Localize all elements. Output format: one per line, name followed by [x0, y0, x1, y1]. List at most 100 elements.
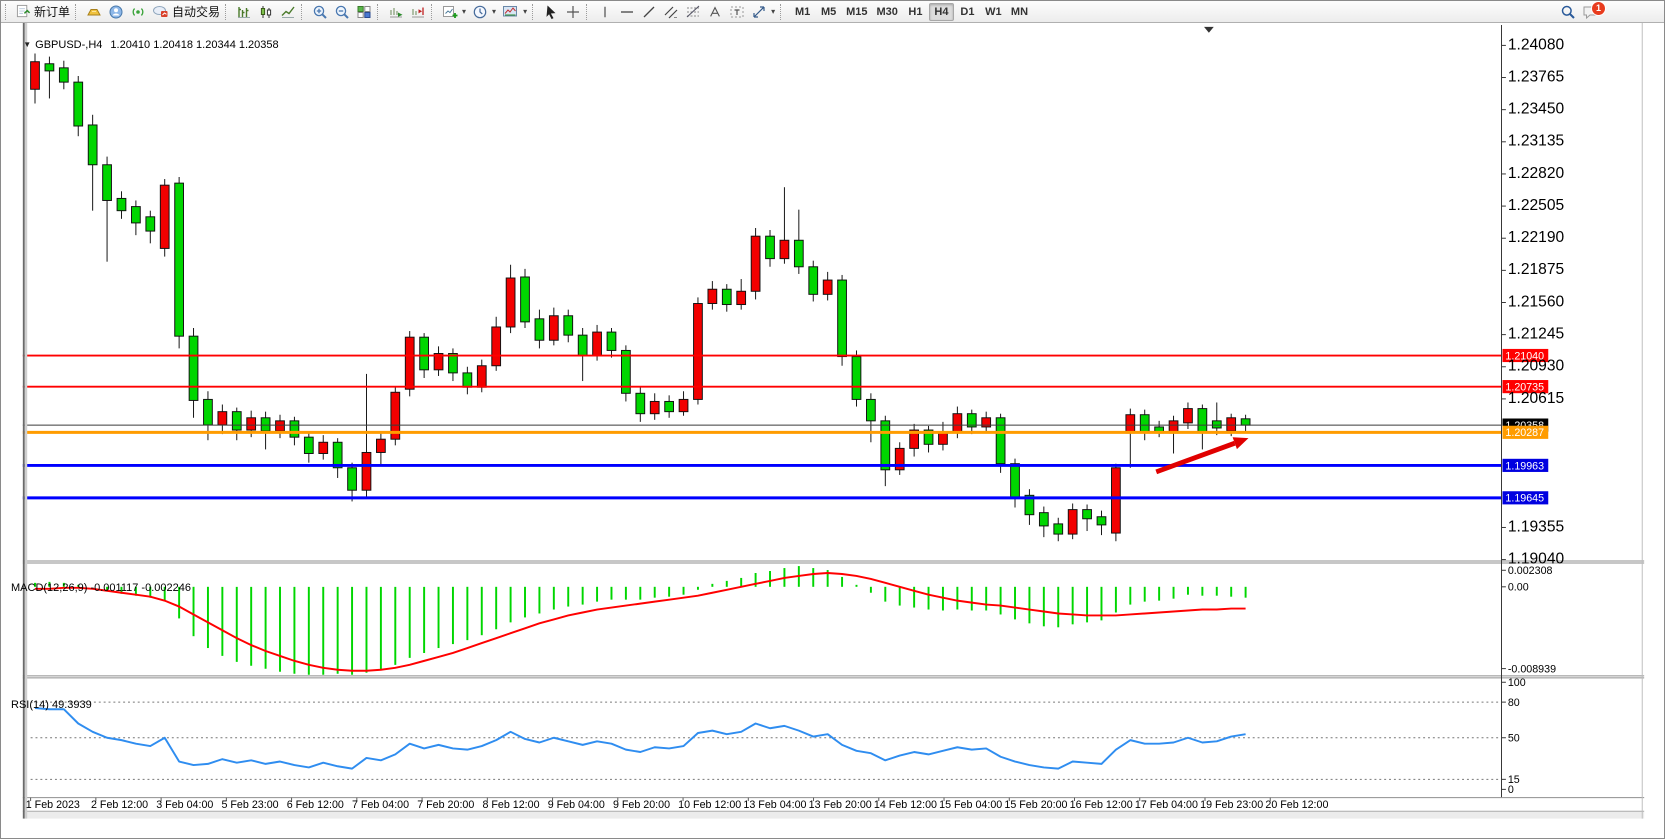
toolbar-grip[interactable]	[377, 3, 382, 20]
timeframe-M30[interactable]: M30	[873, 3, 902, 21]
vertical-line-button[interactable]	[594, 2, 616, 22]
rsi-axis-label: 15	[1508, 774, 1520, 786]
time-tick-label: 5 Feb 23:00	[221, 799, 278, 811]
signals-button[interactable]	[127, 2, 149, 22]
ingots-button[interactable]	[83, 2, 105, 22]
candlestick-series[interactable]	[30, 53, 1251, 542]
macd-axis-label: 0.00	[1508, 582, 1529, 594]
candle-body	[894, 447, 905, 471]
price-tick-label: 1.20615	[1508, 390, 1565, 407]
time-tick-label: 10 Feb 12:00	[678, 799, 741, 811]
cursor-button[interactable]	[540, 2, 562, 22]
candle-body	[880, 420, 891, 471]
time-tick-label: 14 Feb 12:00	[874, 799, 937, 811]
candle-body	[534, 318, 545, 341]
autotrading-button[interactable]: 自动交易	[149, 2, 223, 22]
text-label-button[interactable]	[726, 2, 748, 22]
toolbar-grip[interactable]	[780, 3, 785, 20]
candle-body	[808, 266, 819, 295]
cursor-icon	[543, 4, 559, 20]
timeframe-MN[interactable]: MN	[1007, 3, 1032, 21]
candle-body	[217, 411, 228, 426]
zoom-out-button[interactable]	[331, 2, 353, 22]
line-chart-button[interactable]	[277, 2, 299, 22]
macd-signal-line	[35, 572, 1246, 672]
accounts-button[interactable]	[105, 2, 127, 22]
candle-body	[145, 216, 156, 232]
new-order-button[interactable]: 新订单	[13, 2, 73, 22]
candle-body	[73, 81, 84, 127]
time-tick-label: 15 Feb 20:00	[1004, 799, 1067, 811]
templates-button[interactable]: ▾	[499, 2, 530, 22]
horizontal-line-button[interactable]	[616, 2, 638, 22]
trendline-button[interactable]	[638, 2, 660, 22]
timeframe-M1[interactable]: M1	[790, 3, 815, 21]
tile-windows-button[interactable]	[353, 2, 375, 22]
dropdown-caret-icon[interactable]: ▾	[492, 6, 497, 16]
trend-arrow-annotation[interactable]	[1155, 437, 1249, 475]
candle-body	[174, 182, 184, 337]
rsi-indicator-label: RSI(14) 49.3939	[11, 699, 92, 711]
price-tick-label: 1.21875	[1508, 261, 1565, 278]
zoom-in-button[interactable]	[309, 2, 331, 22]
candle-body	[318, 441, 329, 454]
timeframe-H4[interactable]: H4	[928, 2, 954, 21]
dropdown-caret-icon[interactable]: ▾	[771, 6, 776, 16]
price-badge	[1502, 491, 1549, 505]
new-chart-button[interactable]: ▾	[439, 2, 469, 22]
text-button[interactable]	[704, 2, 726, 22]
timeframe-M15[interactable]: M15	[842, 3, 871, 21]
price-tick-label: 1.22820	[1508, 165, 1565, 182]
shapes-button[interactable]: ▾	[748, 2, 778, 22]
toolbar-grip[interactable]	[431, 3, 436, 20]
toolbar-grip[interactable]	[75, 3, 80, 20]
candle-body	[793, 239, 804, 268]
periods-button[interactable]: ▾	[469, 2, 499, 22]
dropdown-caret-icon[interactable]: ▾	[462, 6, 467, 16]
price-tick-label: 1.23135	[1508, 133, 1565, 150]
price-tick-label: 1.20930	[1508, 358, 1565, 375]
candle-body	[577, 334, 588, 357]
time-tick-label: 13 Feb 20:00	[809, 799, 872, 811]
toolbar-grip[interactable]	[532, 3, 537, 20]
candle-body	[866, 398, 876, 422]
arrows-icon	[751, 4, 767, 20]
window-bottom-strip	[22, 811, 1645, 819]
timeframe-D1[interactable]: D1	[955, 3, 980, 21]
toolbar-grip[interactable]	[586, 3, 591, 20]
bar-chart-button[interactable]	[233, 2, 255, 22]
candle-body	[390, 391, 401, 440]
timeframe-H1[interactable]: H1	[903, 3, 928, 21]
shift-end-marker	[1204, 26, 1214, 33]
search-button[interactable]	[1557, 2, 1579, 22]
fibonacci-button[interactable]	[682, 2, 704, 22]
price-tick-label: 1.22505	[1508, 197, 1565, 214]
crosshair-button[interactable]	[562, 2, 584, 22]
candle-body	[1038, 512, 1049, 527]
timeframe-W1[interactable]: W1	[981, 3, 1006, 21]
auto-scroll-button[interactable]	[385, 2, 407, 22]
candle-body	[563, 315, 574, 336]
price-tick-label: 1.19355	[1508, 518, 1565, 535]
candlestick-chart-button[interactable]	[255, 2, 277, 22]
time-axis[interactable]: 1 Feb 2023 2 Feb 12:00 3 Feb 04:00 5 Feb 23…	[26, 797, 1329, 811]
chart-canvas[interactable]: 1.203581.210401.207351.202871.199631.196…	[1, 23, 1665, 839]
toolbar-grip[interactable]	[5, 3, 10, 20]
symbol-dropdown-icon[interactable]: ▼	[23, 40, 32, 49]
toolbar-grip[interactable]	[301, 3, 306, 20]
price-badge-label: 1.19963	[1505, 460, 1544, 472]
equidistant-channel-button[interactable]	[660, 2, 682, 22]
bar-chart-icon	[236, 4, 252, 20]
timeframe-M5[interactable]: M5	[816, 3, 841, 21]
rsi-panel	[30, 701, 1502, 780]
candle-body	[765, 235, 775, 260]
candle-body	[909, 429, 919, 449]
candle-body	[476, 365, 487, 388]
rsi-axis-label: 0	[1508, 784, 1514, 796]
ohlc-readout: 1.20410 1.20418 1.20344 1.20358	[110, 39, 279, 51]
chart-shift-button[interactable]	[407, 2, 429, 22]
toolbar-grip[interactable]	[225, 3, 230, 20]
candle-body	[1053, 523, 1064, 535]
dropdown-caret-icon[interactable]: ▾	[523, 6, 528, 16]
notifications-button[interactable]: 1	[1579, 1, 1606, 22]
